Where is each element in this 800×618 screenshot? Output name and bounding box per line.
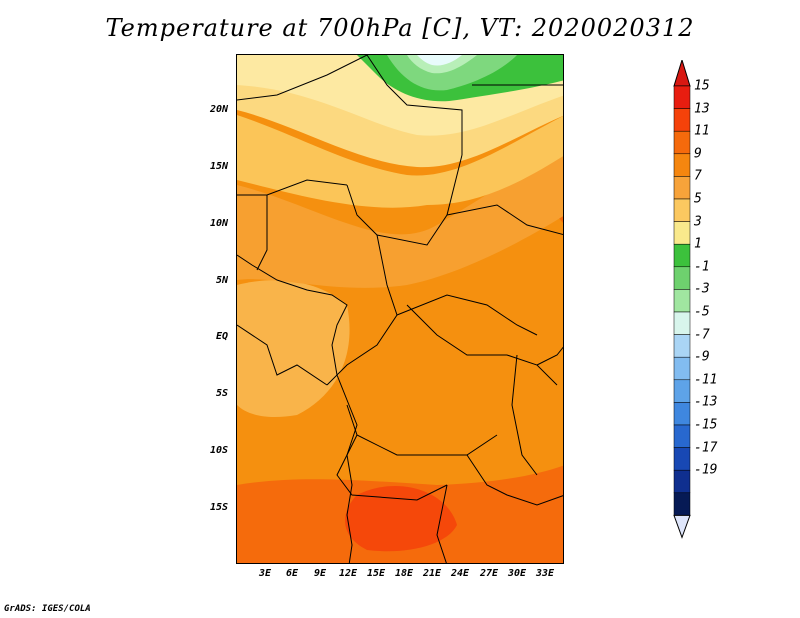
chart-title: Temperature at 700hPa [C], VT: 202002031…	[105, 14, 695, 42]
colorbar-swatch	[673, 266, 691, 290]
colorbar-label: -1	[694, 259, 710, 275]
colorbar-label: 9	[694, 146, 702, 162]
y-tick-label: 20N	[209, 104, 228, 115]
colorbar-bottom-arrow	[673, 514, 691, 539]
colorbar	[673, 60, 691, 539]
y-tick-label: 10N	[209, 218, 228, 229]
colorbar-swatch	[673, 402, 691, 426]
y-tick-label: 10S	[209, 445, 228, 456]
colorbar-label: 1	[694, 236, 702, 252]
colorbar-swatch	[673, 198, 691, 222]
field-band-9	[237, 137, 563, 288]
coastline	[237, 254, 358, 563]
colorbar-swatch	[673, 379, 691, 403]
x-tick-label: 9E	[313, 568, 327, 579]
colorbar-swatch	[673, 289, 691, 313]
y-tick-label: 15S	[209, 502, 228, 513]
field-west	[237, 280, 350, 417]
x-tick-label: 3E	[258, 568, 272, 579]
temperature-map	[236, 54, 564, 564]
y-tick-label: 15N	[209, 161, 228, 172]
map-canvas	[237, 55, 563, 563]
colorbar-label: -11	[694, 372, 718, 388]
colorbar-label: -17	[694, 440, 718, 456]
x-tick-label: 33E	[535, 568, 555, 579]
x-tick-label: 6E	[285, 568, 299, 579]
colorbar-swatch	[673, 447, 691, 471]
y-tick-label: EQ	[215, 331, 228, 342]
colorbar-label: -5	[694, 304, 710, 320]
colorbar-label: -9	[694, 349, 710, 365]
colorbar-swatch	[673, 334, 691, 358]
colorbar-swatch	[673, 130, 691, 155]
x-tick-label: 18E	[394, 568, 414, 579]
colorbar-label: -3	[694, 281, 710, 297]
colorbar-label: -13	[694, 394, 718, 410]
x-tick-label: 15E	[366, 568, 386, 579]
field-hot-south	[345, 486, 457, 552]
credit-text: GrADS: IGES/COLA	[4, 604, 91, 614]
colorbar-swatch	[673, 243, 691, 268]
colorbar-swatch	[673, 311, 691, 335]
colorbar-swatch	[673, 221, 691, 245]
colorbar-label: -7	[694, 327, 710, 343]
x-tick-label: 27E	[479, 568, 499, 579]
colorbar-label: 3	[694, 214, 702, 230]
x-tick-label: 24E	[450, 568, 470, 579]
colorbar-label: 15	[694, 78, 710, 94]
colorbar-swatch	[673, 424, 691, 448]
y-tick-label: 5N	[215, 275, 228, 286]
colorbar-swatch	[673, 176, 691, 200]
colorbar-label: -15	[694, 417, 718, 433]
y-tick-label: 5S	[215, 388, 228, 399]
x-tick-label: 30E	[507, 568, 527, 579]
country-borders	[237, 55, 563, 563]
colorbar-swatch	[673, 153, 691, 177]
colorbar-swatch	[673, 356, 691, 381]
field-ice	[417, 55, 462, 66]
colorbar-label: 5	[694, 191, 702, 207]
colorbar-swatch	[673, 108, 691, 132]
colorbar-label: -19	[694, 462, 718, 478]
colorbar-label: 7	[694, 168, 702, 184]
x-tick-label: 12E	[338, 568, 358, 579]
colorbar-label: 13	[694, 101, 710, 117]
field-band-8	[237, 115, 563, 208]
colorbar-label: 11	[694, 123, 710, 139]
colorbar-swatch	[673, 85, 691, 109]
colorbar-swatch	[673, 492, 691, 516]
colorbar-swatch	[673, 469, 691, 494]
x-tick-label: 21E	[422, 568, 442, 579]
colorbar-top-arrow	[673, 60, 691, 87]
